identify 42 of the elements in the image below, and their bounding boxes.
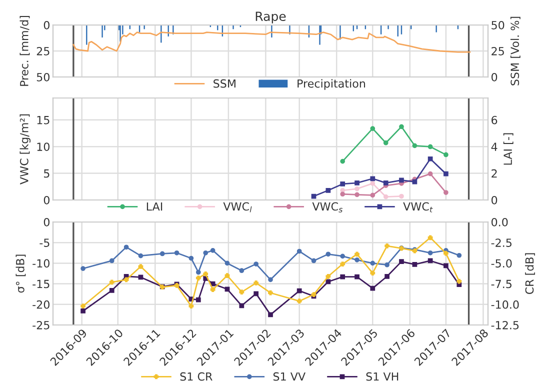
legend-label: SSM <box>214 79 236 88</box>
y-tick-label: -10 <box>32 259 50 268</box>
y-tick-label: 50 <box>36 72 50 82</box>
y2-tick-label: -2.5 <box>491 238 512 247</box>
y2-tick-label: 0.0 <box>492 218 508 226</box>
y2-tick-label: 6 <box>492 116 498 124</box>
y2-tick-label: 4 <box>491 142 498 151</box>
y2-axis-title: CR [dB] <box>525 253 535 294</box>
chart-title: Rape <box>256 12 286 24</box>
legend-label: Precipitation <box>298 79 366 90</box>
y-tick-label: -20 <box>32 300 50 309</box>
y-tick-label: -25 <box>32 320 50 330</box>
y2-tick-label: 2 <box>492 169 497 178</box>
y2-tick-label: 25 <box>492 46 504 56</box>
y-tick-label: 15 <box>37 116 50 124</box>
y2-tick-label: 0 <box>492 72 498 82</box>
y-tick-label: -5 <box>40 238 50 247</box>
legend-label: VWC$_{s}$ <box>312 202 342 212</box>
y-tick-label: 0 <box>44 20 50 30</box>
y2-tick-label: -10.0 <box>491 300 519 309</box>
y2-tick-label: -12.5 <box>491 320 519 330</box>
y-tick-label: -15 <box>32 280 50 288</box>
y-axis-title: σ° [dB] <box>16 254 26 293</box>
y-tick-label: 0 <box>44 218 50 226</box>
y2-tick-label: -5.0 <box>491 259 512 268</box>
legend-label: S1 CR <box>180 372 212 381</box>
y-tick-label: 25 <box>36 46 50 56</box>
y2-axis-title: LAI [-] <box>503 133 514 165</box>
legend-label: VWC$_{l}$ <box>223 202 252 212</box>
legend-label: S1 VV <box>273 372 306 381</box>
y2-axis-title: SSM [Vol. %] <box>510 16 520 86</box>
y2-tick-label: 50 <box>492 20 504 30</box>
legend-label: VWC$_{t}$ <box>403 202 433 212</box>
y2-tick-label: -7.5 <box>491 280 512 288</box>
y-axis-title: VWC [kg/m²] <box>20 114 31 184</box>
y-axis-title: Prec. [mm/d] <box>20 16 30 86</box>
legend-label: S1 VH <box>366 372 398 381</box>
legend-label: LAI <box>146 202 162 211</box>
y2-tick-label: 0 <box>492 196 498 204</box>
y-tick-label: 10 <box>37 142 50 151</box>
y-tick-label: 0 <box>44 196 50 204</box>
y-tick-label: 5 <box>44 169 50 178</box>
